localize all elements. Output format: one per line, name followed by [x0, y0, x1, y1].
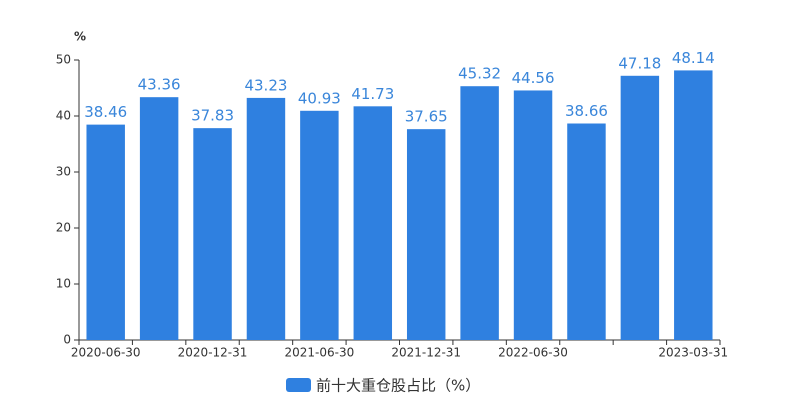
y-unit: %	[74, 30, 86, 44]
legend-label: 前十大重仓股占比（%）	[316, 377, 480, 395]
bar	[513, 90, 553, 341]
x-tick-label: 2023-03-31	[658, 346, 728, 360]
x-tick-label: 2022-06-30	[498, 346, 568, 360]
bar	[353, 106, 393, 340]
y-tick-label: 10	[56, 277, 71, 291]
bar	[139, 97, 179, 341]
value-label: 38.66	[565, 102, 608, 120]
bar	[620, 75, 660, 341]
y-tick-label: 50	[56, 53, 71, 67]
value-label: 38.46	[84, 103, 127, 121]
value-label: 40.93	[298, 89, 341, 107]
bar	[674, 70, 713, 340]
bar	[300, 110, 339, 341]
bar	[246, 97, 286, 340]
value-label: 47.18	[618, 54, 661, 72]
y-tick-label: 30	[56, 165, 71, 179]
bar	[567, 123, 606, 340]
y-tick-label: 40	[56, 109, 71, 123]
value-label: 37.65	[405, 108, 448, 126]
y-tick-label: 0	[63, 333, 71, 347]
x-tick-label: 2021-12-31	[391, 346, 461, 360]
value-label: 44.56	[512, 69, 555, 87]
legend-swatch	[286, 378, 311, 392]
value-label: 45.32	[458, 65, 501, 83]
value-label: 43.36	[138, 76, 181, 94]
y-tick-label: 20	[56, 221, 71, 235]
value-label: 43.23	[244, 76, 287, 94]
bar	[86, 124, 125, 341]
value-label: 37.83	[191, 107, 234, 125]
x-tick-label: 2020-12-31	[178, 346, 248, 360]
bar	[460, 86, 499, 340]
bar	[193, 128, 232, 340]
value-label: 48.14	[672, 49, 715, 67]
x-tick-label: 2021-06-30	[285, 346, 355, 360]
bar	[406, 129, 446, 340]
value-label: 41.73	[351, 85, 394, 103]
x-tick-label: 2020-06-30	[71, 346, 141, 360]
